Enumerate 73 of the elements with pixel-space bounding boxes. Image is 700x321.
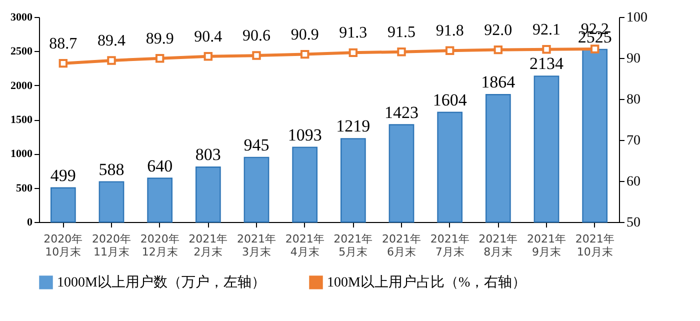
data-label: 89.4 <box>98 32 126 50</box>
point <box>300 50 310 59</box>
bar <box>195 166 221 223</box>
data-label: 1423 <box>384 102 418 122</box>
bar <box>340 138 366 223</box>
point <box>107 56 116 65</box>
point <box>590 44 600 54</box>
point <box>155 54 164 63</box>
data-label: 588 <box>98 160 124 179</box>
y2-tick-label: 70 <box>626 134 640 148</box>
point <box>58 58 68 68</box>
data-label: 640 <box>147 156 173 176</box>
data-label: 90.9 <box>290 26 319 44</box>
data-label: 499 <box>50 166 76 185</box>
y-tick-label: 1500 <box>10 114 33 126</box>
data-label: 2134 <box>530 54 564 74</box>
bar <box>147 178 173 223</box>
bar <box>485 94 511 223</box>
data-label: 1093 <box>288 125 322 144</box>
y2-tick-label: 100 <box>626 10 648 26</box>
bar <box>244 156 270 223</box>
x-tick-label: 2021年 9月末 <box>527 232 566 258</box>
y-tick-label: 500 <box>16 182 33 194</box>
point <box>397 47 406 56</box>
point <box>204 52 213 61</box>
x-tick-label: 2021年 10月末 <box>575 232 614 258</box>
x-tick-label: 2020年 12月末 <box>140 232 180 258</box>
legend-label: 1000M以上用户数（万户，左轴） <box>57 274 266 290</box>
data-label: 803 <box>195 145 221 164</box>
data-label: 91.3 <box>339 24 368 42</box>
x-tick-label: 2020年 11月末 <box>92 232 131 258</box>
data-label: 1864 <box>481 72 516 92</box>
x-tick-label: 2020年 10月末 <box>44 232 83 258</box>
x-tick-label: 2021年 2月末 <box>188 232 228 258</box>
data-label: 91.5 <box>388 24 416 41</box>
data-label: 91.8 <box>436 22 464 40</box>
x-tick-label: 2021年 4月末 <box>285 232 324 258</box>
bar <box>292 146 318 223</box>
y2-tick-label: 50 <box>626 216 640 230</box>
y-tick-label: 2000 <box>10 80 33 92</box>
data-label: 90.6 <box>242 28 270 45</box>
data-label: 88.7 <box>49 35 78 52</box>
data-label: 92.0 <box>484 22 512 39</box>
point <box>494 45 503 54</box>
bar <box>534 76 560 223</box>
x-tick-label: 2021年 6月末 <box>382 232 421 258</box>
x-tick-label: 2021年 5月末 <box>334 232 373 258</box>
y2-tick-label: 60 <box>626 174 640 190</box>
legend-label: 100M以上用户占比（%，右轴） <box>327 274 526 290</box>
data-label: 89.9 <box>146 30 174 48</box>
point <box>252 51 261 60</box>
y-tick-label: 3000 <box>10 12 33 24</box>
point <box>542 45 551 54</box>
y-tick-label: 1000 <box>10 148 33 160</box>
data-label: 92.1 <box>532 21 560 38</box>
bar <box>50 187 76 223</box>
x-tick-label: 2021年 7月末 <box>430 232 470 258</box>
y2-tick-label: 90 <box>626 52 640 66</box>
bar <box>437 112 463 223</box>
bar <box>388 124 414 223</box>
data-label: 1219 <box>336 116 370 136</box>
bar <box>98 181 124 223</box>
data-label: 90.4 <box>194 28 222 46</box>
point <box>445 46 454 55</box>
y2-tick-label: 80 <box>626 92 640 108</box>
data-label: 1604 <box>432 90 468 110</box>
y-tick-label: 2500 <box>10 46 33 58</box>
x-tick-label: 2021年 8月末 <box>478 232 518 258</box>
data-label: 945 <box>244 135 270 154</box>
y-tick-label: 0 <box>27 216 33 228</box>
x-tick-label: 2021年 3月末 <box>237 232 276 258</box>
point <box>348 48 358 58</box>
bar <box>582 48 608 223</box>
